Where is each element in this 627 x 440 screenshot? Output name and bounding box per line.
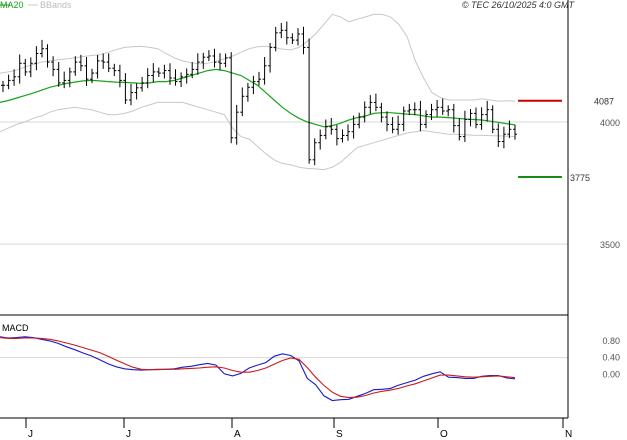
price-bars (1, 21, 517, 166)
moving-average-line (0, 68, 516, 128)
macd-tick-label: 0.80 (602, 336, 620, 346)
macd-line (0, 336, 516, 402)
ma20-line (0, 68, 516, 128)
macd-title: MACD (2, 323, 29, 333)
price-tick-label: 4000 (600, 118, 620, 128)
x-tick-label: J (28, 429, 33, 440)
x-tick-label: J (126, 429, 131, 440)
x-tick-label: O (440, 429, 448, 440)
macd-panel (0, 336, 516, 402)
x-tick-label: N (565, 429, 572, 440)
macd-tick-label: 0.40 (602, 353, 620, 363)
price-tick-label: 3500 (600, 240, 620, 250)
bollinger-bands (0, 13, 516, 171)
legend-ma20: MA20 (0, 0, 24, 10)
resistance-level-label: 4087 (594, 97, 614, 107)
x-tick-label: S (336, 429, 343, 440)
signal-line (0, 337, 516, 399)
macd-tick-label: 0.00 (602, 369, 620, 379)
bb-upper-line (0, 13, 516, 102)
support-level-label: 3775 (570, 173, 590, 183)
support-resistance-levels: 4087 3775 (518, 97, 614, 183)
copyright-label: © TEC 26/10/2025 4:0 GMT (462, 0, 576, 10)
x-tick-label: A (234, 429, 241, 440)
bb-lower-line (0, 101, 516, 171)
legend-bbands: BBands (40, 0, 72, 10)
